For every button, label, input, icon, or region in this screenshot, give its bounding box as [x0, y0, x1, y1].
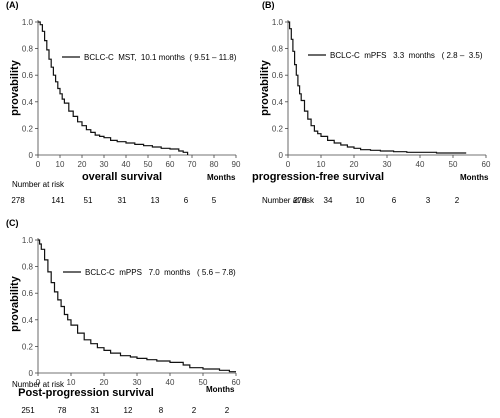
- number-at-risk-label: Number at risk: [12, 380, 65, 389]
- y-tick-label: 0.4: [22, 98, 34, 107]
- survival-curve: [288, 21, 467, 154]
- y-tick-label: 1.0: [22, 236, 34, 245]
- x-tick-label: 50: [199, 378, 208, 387]
- number-at-risk-label: Number at risk: [12, 180, 65, 189]
- x-axis-label: Post-progression survival: [18, 387, 154, 399]
- y-tick-label: 0.6: [272, 71, 284, 80]
- number-at-risk-value: 10: [356, 196, 365, 205]
- y-tick-label: 0: [29, 369, 34, 378]
- x-tick-label: 10: [67, 378, 76, 387]
- y-axis-label: provability: [9, 59, 21, 116]
- y-tick-label: 0: [279, 151, 284, 160]
- y-tick-label: 1.0: [22, 18, 34, 27]
- y-tick-label: 0.6: [22, 289, 34, 298]
- y-tick-label: 1.0: [272, 18, 284, 27]
- y-tick-label: 0.8: [22, 45, 34, 54]
- x-tick-label: 60: [482, 160, 491, 169]
- x-tick-label: 20: [350, 160, 359, 169]
- x-tick-label: 40: [122, 160, 131, 169]
- x-axis-label: progression-free survival: [252, 171, 384, 183]
- legend-label: BCLC-C MST, 10.1 months ( 9.51 – 11.8): [84, 53, 237, 62]
- x-tick-label: 70: [188, 160, 197, 169]
- legend-label: BCLC-C mPPS 7.0 months ( 5.6 – 7.8): [85, 268, 236, 277]
- y-tick-label: 0.6: [22, 71, 34, 80]
- number-at-risk-value: 2: [455, 196, 460, 205]
- x-tick-label: 50: [144, 160, 153, 169]
- x-unit-label: Months: [206, 385, 235, 394]
- x-tick-label: 60: [166, 160, 175, 169]
- x-unit-label: Months: [207, 173, 236, 182]
- number-at-risk-value: 141: [51, 196, 65, 205]
- number-at-risk-value: 31: [91, 406, 100, 415]
- number-at-risk-value: 12: [124, 406, 133, 415]
- number-at-risk-value: 6: [392, 196, 397, 205]
- number-at-risk-value: 278: [293, 196, 307, 205]
- number-at-risk-label: Number at risk: [262, 196, 315, 205]
- number-at-risk-value: 8: [159, 406, 164, 415]
- y-tick-label: 0.8: [22, 263, 34, 272]
- number-at-risk-value: 13: [151, 196, 160, 205]
- y-tick-label: 0: [29, 151, 34, 160]
- x-tick-label: 10: [317, 160, 326, 169]
- chart-panel-3: (C) 0 0.2 0.4 0.6 0.8 1.0 0 10 20 30 40 50 60 provabil…: [6, 218, 241, 415]
- y-axis-label: provability: [9, 275, 21, 332]
- panel-label: (A): [6, 0, 19, 10]
- x-tick-label: 40: [416, 160, 425, 169]
- number-at-risk-value: 78: [58, 406, 67, 415]
- x-tick-label: 60: [232, 378, 241, 387]
- x-tick-label: 30: [383, 160, 392, 169]
- x-tick-label: 80: [210, 160, 219, 169]
- x-tick-label: 10: [56, 160, 65, 169]
- x-tick-label: 20: [100, 378, 109, 387]
- chart-panel-2: (B) 0 0.2 0.4 0.6 0.8 1.0 0 10 20 30 40 50 60 provabil…: [252, 0, 491, 205]
- x-tick-label: 30: [100, 160, 109, 169]
- x-tick-label: 0: [36, 160, 41, 169]
- x-tick-label: 40: [166, 378, 175, 387]
- x-tick-label: 30: [133, 378, 142, 387]
- y-tick-label: 0.2: [22, 342, 34, 351]
- survival-curve: [38, 21, 189, 155]
- y-tick-label: 0.8: [272, 45, 284, 54]
- number-at-risk-value: 51: [84, 196, 93, 205]
- number-at-risk-value: 3: [426, 196, 431, 205]
- number-at-risk-value: 2: [192, 406, 197, 415]
- y-tick-label: 0.2: [22, 124, 34, 133]
- number-at-risk-value: 251: [21, 406, 35, 415]
- x-tick-label: 20: [78, 160, 87, 169]
- number-at-risk-value: 5: [212, 196, 217, 205]
- x-tick-label: 0: [36, 378, 41, 387]
- number-at-risk-value: 34: [324, 196, 333, 205]
- y-tick-label: 0.2: [272, 124, 284, 133]
- panel-label: (B): [262, 0, 275, 10]
- y-axis-label: provability: [259, 59, 271, 116]
- number-at-risk-value: 2: [225, 406, 230, 415]
- x-tick-label: 90: [232, 160, 241, 169]
- x-tick-label: 50: [449, 160, 458, 169]
- x-unit-label: Months: [460, 173, 489, 182]
- number-at-risk-value: 6: [184, 196, 189, 205]
- x-axis-label: overall survival: [82, 171, 162, 183]
- survival-curve: [38, 239, 236, 373]
- number-at-risk-value: 278: [11, 196, 25, 205]
- panel-label: (C): [6, 218, 19, 228]
- number-at-risk-value: 31: [118, 196, 127, 205]
- y-tick-label: 0.4: [22, 316, 34, 325]
- x-tick-label: 0: [286, 160, 291, 169]
- chart-panel-1: (A) 0 0.2 0.4 0.6 0.8 1.0 0 10 20 30 40 50 60 70 80 90 pr…: [6, 0, 241, 205]
- y-tick-label: 0.4: [272, 98, 284, 107]
- legend-label: BCLC-C mPFS 3.3 months ( 2.8 – 3.5): [330, 51, 483, 60]
